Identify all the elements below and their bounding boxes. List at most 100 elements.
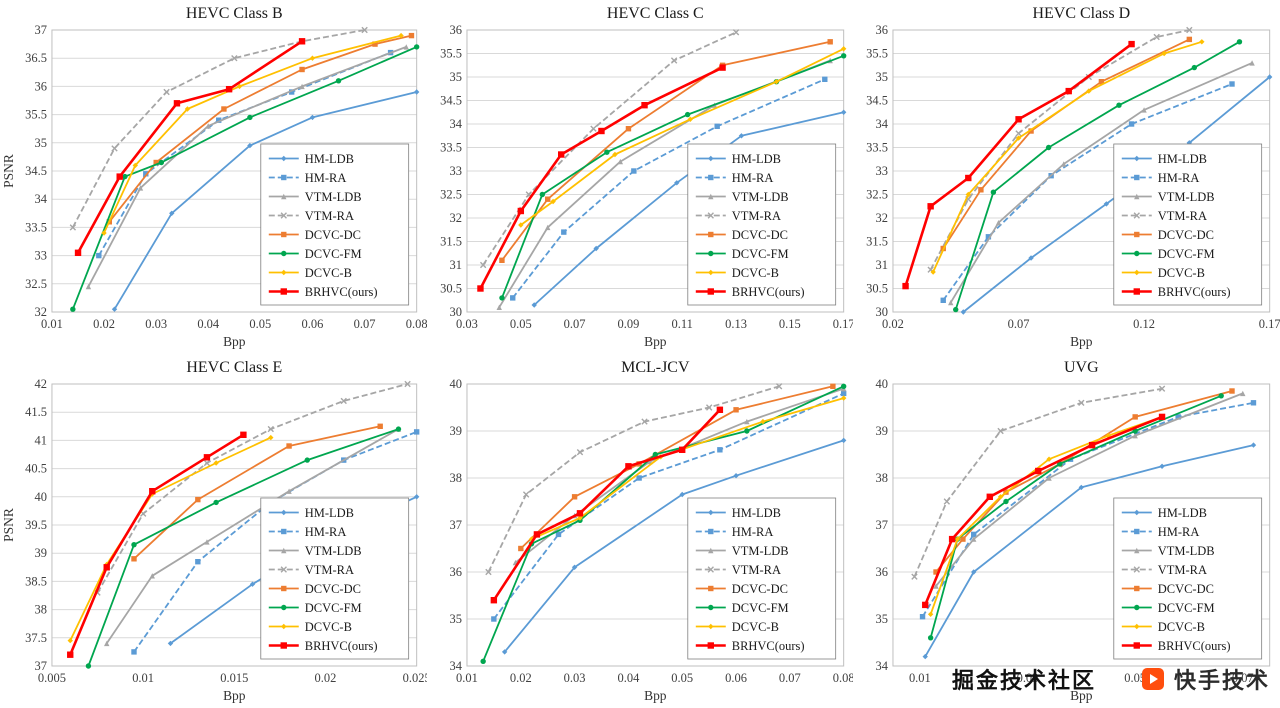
y-axis-tick-labels: 34 35 36 37 38 39 40 (449, 377, 462, 673)
svg-text:36: 36 (876, 565, 888, 579)
svg-text:33.5: 33.5 (25, 220, 47, 234)
svg-text:HM-LDB: HM-LDB (731, 152, 780, 166)
svg-text:0.11: 0.11 (671, 317, 692, 331)
chart-title: HEVC Class D (1033, 5, 1131, 22)
svg-text:DCVC-FM: DCVC-FM (305, 247, 362, 261)
svg-text:0.07: 0.07 (1232, 671, 1254, 685)
svg-text:0.01: 0.01 (456, 671, 478, 685)
x-axis-tick-labels: 0.03 0.05 0.07 0.09 0.11 0.13 0.15 0.17 (456, 317, 854, 331)
chart-title: HEVC Class B (186, 5, 283, 22)
y-axis-tick-labels: 37 37.5 38 38.5 39 39.5 40 40.5 41 41.5 42 (25, 377, 47, 673)
svg-text:0.01: 0.01 (909, 671, 931, 685)
svg-text:0.02: 0.02 (510, 671, 532, 685)
svg-text:0.08: 0.08 (406, 317, 427, 331)
series-BRHVC(ours) (74, 38, 306, 256)
svg-text:DCVC-DC: DCVC-DC (305, 228, 361, 242)
svg-text:36: 36 (449, 23, 461, 37)
svg-text:HM-LDB: HM-LDB (305, 506, 354, 520)
svg-text:39: 39 (876, 424, 888, 438)
svg-text:DCVC-DC: DCVC-DC (731, 582, 787, 596)
svg-text:HM-RA: HM-RA (1158, 171, 1200, 185)
legend-item-VTM-RA: VTM-RA (695, 209, 781, 223)
legend-item-HM-RA: HM-RA (1122, 171, 1200, 185)
svg-text:0.07: 0.07 (1008, 317, 1030, 331)
series-HM-RA (490, 390, 847, 622)
svg-text:35.5: 35.5 (25, 108, 47, 122)
svg-text:VTM-LDB: VTM-LDB (305, 544, 362, 558)
svg-text:DCVC-B: DCVC-B (1158, 266, 1205, 280)
svg-text:32: 32 (876, 211, 888, 225)
svg-text:36: 36 (34, 79, 46, 93)
plot-border (466, 383, 844, 667)
series-BRHVC(ours) (922, 413, 1166, 609)
legend-item-VTM-RA: VTM-RA (1122, 563, 1207, 577)
legend-item-VTM-LDB: VTM-LDB (1122, 544, 1215, 558)
svg-text:30.5: 30.5 (866, 281, 888, 295)
legend-item-DCVC-FM: DCVC-FM (1122, 247, 1215, 261)
series-BRHVC(ours) (902, 40, 1136, 290)
legend-item-HM-LDB: HM-LDB (268, 152, 354, 166)
x-axis-label: Bpp (223, 334, 246, 349)
series-DCVC-B (517, 46, 847, 228)
svg-text:32.5: 32.5 (866, 187, 888, 201)
x-axis-label: Bpp (223, 688, 246, 703)
svg-text:DCVC-DC: DCVC-DC (305, 582, 361, 596)
svg-text:DCVC-B: DCVC-B (731, 620, 778, 634)
svg-text:HM-LDB: HM-LDB (1158, 152, 1207, 166)
legend-item-DCVC-FM: DCVC-FM (1122, 601, 1215, 615)
legend: HM-LDB HM-RA VTM-LDB VTM-RA DCVC-DC DCVC-FM DC… (260, 143, 410, 306)
chart-cell-2: 30 30.5 31 31.5 32 32.5 33 33.5 34 34.5 35 35.5 36 0.… (427, 0, 854, 354)
svg-text:31.5: 31.5 (866, 234, 888, 248)
svg-text:0.02: 0.02 (882, 317, 904, 331)
svg-text:34: 34 (34, 192, 47, 206)
chart-title: HEVC Class C (607, 5, 704, 22)
svg-text:36: 36 (449, 565, 461, 579)
svg-text:41: 41 (34, 433, 46, 447)
svg-text:36: 36 (876, 23, 888, 37)
series-VTM-LDB (948, 60, 1256, 306)
series-HM-RA (509, 76, 828, 301)
chart-cell-4: 37 37.5 38 38.5 39 39.5 40 40.5 41 41.5 42 0.005 0.0… (0, 354, 427, 708)
svg-text:39: 39 (34, 546, 46, 560)
legend-item-HM-RA: HM-RA (695, 171, 773, 185)
svg-text:0.07: 0.07 (354, 317, 376, 331)
svg-text:HM-RA: HM-RA (305, 525, 347, 539)
svg-text:DCVC-DC: DCVC-DC (1158, 582, 1214, 596)
svg-text:DCVC-FM: DCVC-FM (731, 601, 788, 615)
legend-item-DCVC-DC: DCVC-DC (1122, 228, 1214, 242)
legend-item-DCVC-DC: DCVC-DC (1122, 582, 1214, 596)
svg-text:VTM-RA: VTM-RA (1158, 209, 1207, 223)
legend-item-DCVC-FM: DCVC-FM (695, 247, 788, 261)
svg-text:0.015: 0.015 (220, 671, 248, 685)
series-DCVC-FM (953, 39, 1243, 313)
plot-border (892, 383, 1271, 667)
legend-item-BRHVC(ours): BRHVC(ours) (695, 285, 804, 299)
svg-text:0.05: 0.05 (510, 317, 532, 331)
svg-text:BRHVC(ours): BRHVC(ours) (305, 285, 378, 299)
legend-item-BRHVC(ours): BRHVC(ours) (1122, 639, 1231, 653)
svg-text:34.5: 34.5 (25, 164, 47, 178)
svg-text:33: 33 (449, 164, 461, 178)
plot-border (51, 383, 418, 667)
y-axis-tick-labels: 30 30.5 31 31.5 32 32.5 33 33.5 34 34.5 35 35.5 36 (866, 23, 889, 319)
series-VTM-RA (927, 26, 1193, 273)
plot-border (51, 29, 418, 313)
watermark-juejin-text: 掘金技术社区 (952, 668, 1097, 693)
svg-text:0.05: 0.05 (671, 671, 693, 685)
svg-text:0.025: 0.025 (403, 671, 427, 685)
legend-item-HM-RA: HM-RA (695, 525, 773, 539)
legend-item-DCVC-DC: DCVC-DC (695, 582, 788, 596)
legend-item-VTM-LDB: VTM-LDB (268, 190, 362, 204)
series-BRHVC(ours) (490, 406, 723, 604)
x-axis-tick-labels: 0.02 0.07 0.12 0.17 (882, 317, 1280, 331)
legend-item-VTM-RA: VTM-RA (695, 563, 781, 577)
svg-text:VTM-LDB: VTM-LDB (305, 190, 362, 204)
y-axis-tick-labels: 30 30.5 31 31.5 32 32.5 33 33.5 34 34.5 35 35.5 36 (440, 23, 463, 319)
svg-text:40: 40 (34, 490, 46, 504)
svg-text:DCVC-FM: DCVC-FM (731, 247, 788, 261)
svg-text:BRHVC(ours): BRHVC(ours) (731, 639, 804, 653)
legend-item-DCVC-FM: DCVC-FM (695, 601, 788, 615)
legend-item-HM-RA: HM-RA (268, 525, 347, 539)
svg-text:VTM-RA: VTM-RA (1158, 563, 1207, 577)
